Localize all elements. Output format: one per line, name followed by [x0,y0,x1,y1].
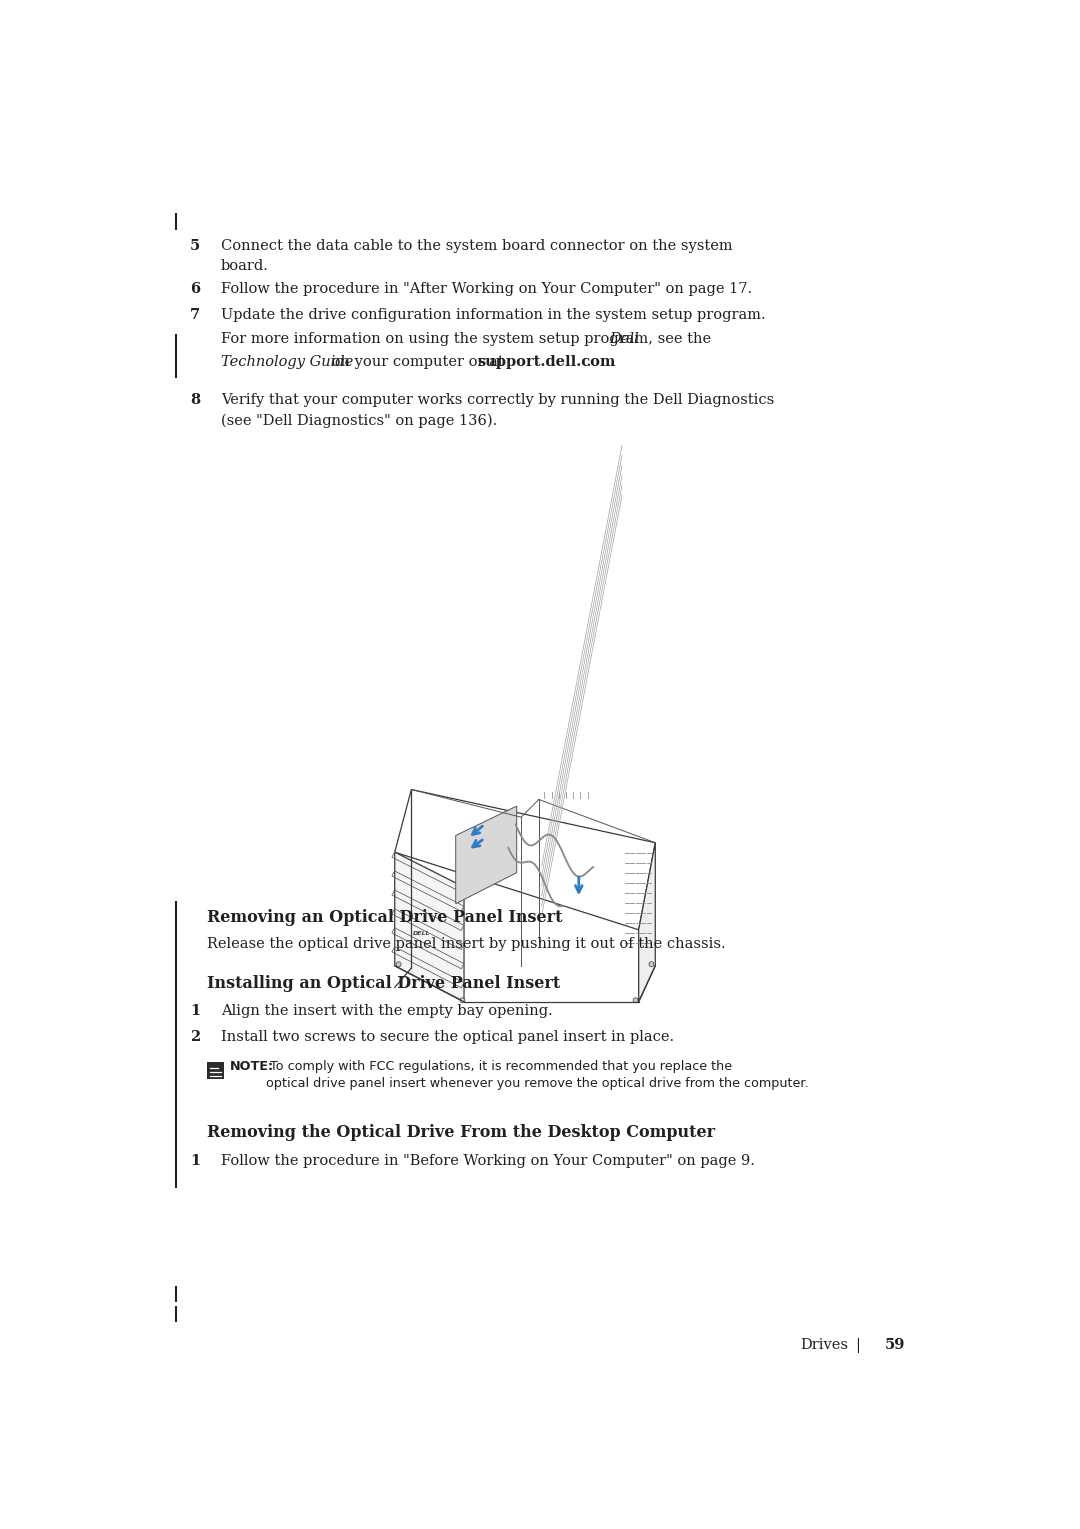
Circle shape [649,962,653,966]
Text: .: . [586,355,591,368]
Text: Technology Guide: Technology Guide [220,355,353,368]
Text: 5: 5 [190,239,200,252]
Text: support.dell.com: support.dell.com [477,355,616,368]
Circle shape [633,998,638,1003]
Text: 59: 59 [885,1338,905,1353]
Text: Align the insert with the empty bay opening.: Align the insert with the empty bay open… [220,1003,553,1017]
Text: 1: 1 [190,1154,200,1168]
Text: Verify that your computer works correctly by running the Dell Diagnostics
(see ": Verify that your computer works correctl… [220,393,774,428]
Circle shape [396,962,401,966]
Text: 6: 6 [190,281,200,297]
Text: Drives: Drives [800,1338,848,1353]
Polygon shape [394,852,464,1001]
Text: Follow the procedure in "After Working on Your Computer" on page 17.: Follow the procedure in "After Working o… [220,281,752,297]
Polygon shape [638,842,656,1001]
Text: Removing the Optical Drive From the Desktop Computer: Removing the Optical Drive From the Desk… [207,1124,715,1142]
Text: DELL: DELL [413,931,431,936]
FancyBboxPatch shape [207,1063,224,1079]
Text: Install two screws to secure the optical panel insert in place.: Install two screws to secure the optical… [220,1031,674,1044]
Text: Update the drive configuration information in the system setup program.: Update the drive configuration informati… [220,309,766,323]
Text: To comply with FCC regulations, it is recommended that you replace the
optical d: To comply with FCC regulations, it is re… [266,1060,808,1090]
Text: Installing an Optical Drive Panel Insert: Installing an Optical Drive Panel Insert [207,976,561,992]
Text: Release the optical drive panel insert by pushing it out of the chassis.: Release the optical drive panel insert b… [207,937,726,951]
Text: For more information on using the system setup program, see the: For more information on using the system… [220,332,716,346]
Text: NOTE:: NOTE: [230,1060,274,1073]
Text: on your computer or at: on your computer or at [327,355,509,368]
Circle shape [460,998,465,1003]
Text: Connect the data cable to the system board connector on the system
board.: Connect the data cable to the system boa… [220,239,732,274]
Text: Follow the procedure in "Before Working on Your Computer" on page 9.: Follow the procedure in "Before Working … [220,1154,755,1168]
Text: 7: 7 [190,309,200,323]
Text: 2: 2 [190,1031,200,1044]
Text: Dell: Dell [610,332,639,346]
Polygon shape [456,806,516,904]
Text: |: | [855,1338,860,1353]
Text: Removing an Optical Drive Panel Insert: Removing an Optical Drive Panel Insert [207,908,563,927]
Text: 8: 8 [190,393,200,407]
Text: 1: 1 [190,1003,200,1017]
